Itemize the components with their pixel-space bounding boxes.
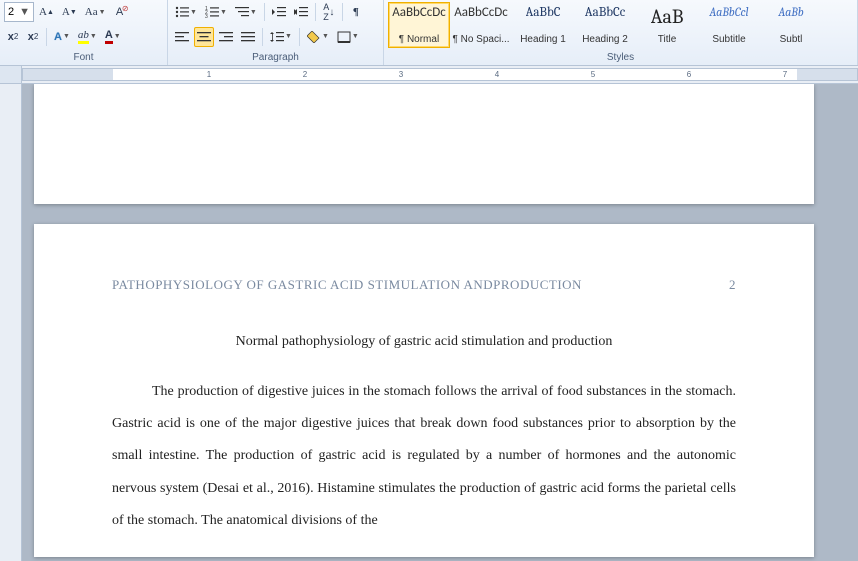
style-label: Subtitle: [712, 34, 745, 45]
style-item-4[interactable]: AaB Title: [636, 2, 698, 48]
decrease-indent-button[interactable]: [269, 2, 289, 22]
increase-indent-button[interactable]: [291, 2, 311, 22]
ruler-tick: 4: [495, 69, 499, 80]
style-label: Subtl: [780, 34, 803, 45]
running-head: PATHOPHYSIOLOGY OF GASTRIC ACID STIMULAT…: [112, 270, 736, 300]
align-left-button[interactable]: [172, 27, 192, 47]
vertical-ruler[interactable]: [0, 84, 22, 561]
style-preview: AaBbC: [526, 5, 561, 20]
font-group-label: Font: [4, 51, 163, 65]
text-effects-button[interactable]: A▼: [51, 27, 73, 47]
styles-group-label: Styles: [388, 51, 853, 65]
borders-button[interactable]: ▼: [334, 27, 362, 47]
show-marks-button[interactable]: ¶: [347, 2, 365, 22]
style-item-3[interactable]: AaBbCc Heading 2: [574, 2, 636, 48]
document-area: PATHOPHYSIOLOGY OF GASTRIC ACID STIMULAT…: [0, 84, 858, 561]
ribbon-group-paragraph: ▼ 123▼ ▼ AZ↓ ¶ ▼ ▼ ▼ Paragraph: [168, 0, 384, 65]
ruler-corner: [0, 66, 22, 83]
ribbon-group-styles: AaBbCcDc¶ NormalAaBbCcDc¶ No Spaci...AaB…: [384, 0, 858, 65]
style-preview: AaBbCcDc: [392, 5, 446, 20]
style-preview: AaBb: [778, 5, 803, 19]
align-justify-button[interactable]: [238, 27, 258, 47]
paragraph-group-label: Paragraph: [172, 51, 379, 65]
style-item-2[interactable]: AaBbC Heading 1: [512, 2, 574, 48]
align-right-button[interactable]: [216, 27, 236, 47]
superscript-button[interactable]: x2: [24, 27, 42, 47]
style-label: Title: [658, 34, 677, 45]
svg-text:3: 3: [205, 14, 208, 18]
clear-formatting-button[interactable]: A⊘: [111, 2, 129, 22]
ruler-tick: 3: [399, 69, 403, 80]
style-preview: AaBbCcl: [709, 5, 748, 19]
ruler-tick: 6: [687, 69, 691, 80]
style-preview: AaBbCcDc: [454, 5, 508, 20]
line-spacing-button[interactable]: ▼: [267, 27, 295, 47]
font-color-button[interactable]: A▼: [102, 27, 124, 47]
ruler-tick: 1: [207, 69, 211, 80]
ruler-track: 1 2 3 4 5 6 7: [22, 68, 858, 81]
previous-page-tail: [34, 84, 814, 204]
style-item-0[interactable]: AaBbCcDc ¶ Normal: [388, 2, 450, 48]
font-size-combo[interactable]: 2 ▼: [4, 2, 34, 22]
shading-button[interactable]: ▼: [304, 27, 332, 47]
numbering-button[interactable]: 123▼: [202, 2, 230, 22]
style-label: ¶ No Spaci...: [452, 34, 509, 45]
style-label: ¶ Normal: [399, 34, 439, 45]
grow-font-button[interactable]: A▲: [36, 2, 57, 22]
style-label: Heading 2: [582, 34, 628, 45]
running-head-text: PATHOPHYSIOLOGY OF GASTRIC ACID STIMULAT…: [112, 270, 582, 300]
document-body-text: The production of digestive juices in th…: [112, 384, 736, 528]
align-center-button[interactable]: [194, 27, 214, 47]
chevron-down-icon: ▼: [19, 6, 30, 18]
style-item-6[interactable]: AaBb Subtl: [760, 2, 822, 48]
ribbon: 2 ▼ A▲ A▼ Aa▼ A⊘ x2 x2 A▼ ab▼ A▼ Font ▼ …: [0, 0, 858, 66]
highlight-button[interactable]: ab▼: [75, 27, 100, 47]
style-preview: AaB: [651, 5, 684, 28]
document-title: Normal pathophysiology of gastric acid s…: [112, 326, 736, 358]
multilevel-list-button[interactable]: ▼: [232, 2, 260, 22]
style-preview: AaBbCc: [585, 5, 625, 20]
sort-button[interactable]: AZ↓: [320, 2, 338, 22]
document-body: The production of digestive juices in th…: [112, 376, 736, 537]
styles-gallery: AaBbCcDc¶ NormalAaBbCcDc¶ No Spaci...AaB…: [388, 2, 853, 48]
style-item-5[interactable]: AaBbCcl Subtitle: [698, 2, 760, 48]
change-case-button[interactable]: Aa▼: [82, 2, 109, 22]
style-item-1[interactable]: AaBbCcDc ¶ No Spaci...: [450, 2, 512, 48]
ruler-tick: 2: [303, 69, 307, 80]
font-size-value: 2: [8, 6, 14, 18]
subscript-button[interactable]: x2: [4, 27, 22, 47]
page-number: 2: [729, 270, 736, 300]
ruler-tick: 5: [591, 69, 595, 80]
document-page[interactable]: PATHOPHYSIOLOGY OF GASTRIC ACID STIMULAT…: [34, 224, 814, 557]
shrink-font-button[interactable]: A▼: [59, 2, 80, 22]
horizontal-ruler[interactable]: 1 2 3 4 5 6 7: [0, 66, 858, 84]
style-label: Heading 1: [520, 34, 566, 45]
ribbon-group-font: 2 ▼ A▲ A▼ Aa▼ A⊘ x2 x2 A▼ ab▼ A▼ Font: [0, 0, 168, 65]
ruler-tick: 7: [783, 69, 787, 80]
bullets-button[interactable]: ▼: [172, 2, 200, 22]
